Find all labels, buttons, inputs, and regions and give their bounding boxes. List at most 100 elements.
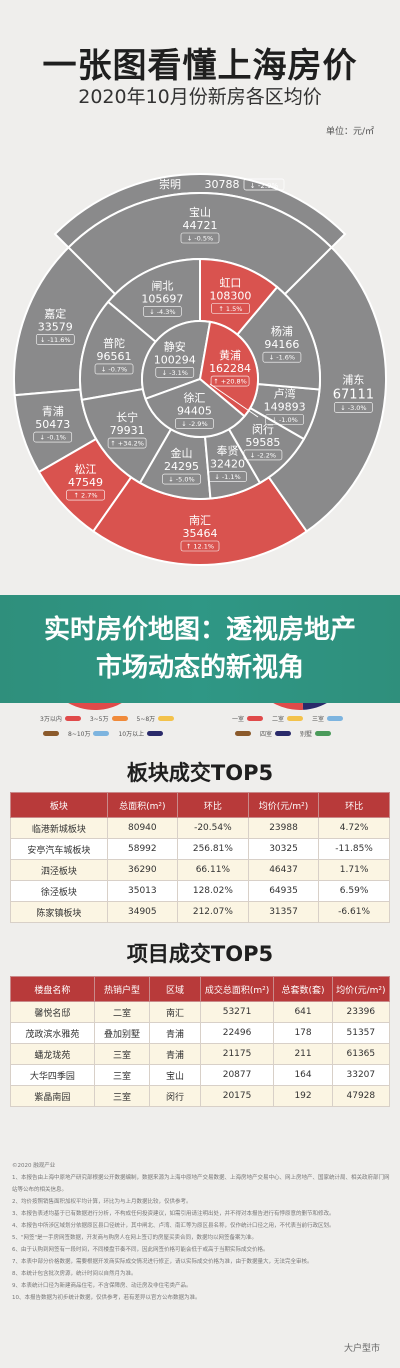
svg-text:崇明: 崇明 — [159, 178, 181, 191]
svg-text:长宁: 长宁 — [116, 410, 138, 424]
table-cell: 212.07% — [176, 901, 249, 923]
svg-text:↓ -1.1%: ↓ -1.1% — [214, 473, 240, 481]
svg-text:50473: 50473 — [35, 418, 70, 431]
table-cell: 22496 — [199, 1022, 275, 1044]
table-cell: 211 — [273, 1043, 333, 1065]
page-subtitle: 2020年10月份新房各区均价 — [78, 86, 322, 108]
table-cell: 茂政滨水雅苑 — [10, 1022, 95, 1044]
svg-text:149893: 149893 — [264, 401, 306, 414]
table-cell: 46437 — [247, 859, 320, 881]
table-cell: 34905 — [106, 901, 178, 923]
table-row: 陈家镇板块 34905 212.07% 31357 -6.61% — [10, 901, 390, 923]
svg-text:宝山: 宝山 — [189, 205, 211, 219]
table-row: 泗泾板块 36290 66.11% 46437 1.71% — [10, 859, 390, 881]
table-cell: 闵行 — [149, 1085, 201, 1107]
svg-text:33579: 33579 — [38, 320, 73, 333]
table-cell: 80940 — [106, 817, 178, 839]
table-header: 均价(元/m²) — [247, 792, 320, 818]
table-cell: 128.02% — [176, 880, 249, 902]
table-cell: 47928 — [331, 1085, 391, 1107]
table-row: 徐泾板块 35013 128.02% 64935 6.59% — [10, 880, 390, 902]
table-cell: 256.81% — [176, 838, 249, 860]
table-cell: 叠加别墅 — [93, 1022, 151, 1044]
legend-item: 三室 — [312, 714, 344, 723]
svg-text:↓ -3.0%: ↓ -3.0% — [340, 404, 366, 412]
svg-text:↑ +34.2%: ↑ +34.2% — [110, 440, 144, 448]
table-cell: -11.85% — [318, 838, 390, 860]
table-cell: 4.72% — [318, 817, 390, 839]
project-top5-table: 楼盘名称 热销户型 区域 成交总面积(m²) 总套数(套) 均价(元/m²) 馨悦名邸 二室南… — [10, 976, 391, 1107]
svg-text:虹口: 虹口 — [219, 276, 241, 289]
svg-text:↓ -2.9%: ↓ -2.9% — [181, 420, 207, 428]
legend-item: 5~8万 — [137, 714, 175, 723]
table-cell: 30325 — [247, 838, 320, 860]
table-cell: 蟠龙珑苑 — [10, 1043, 95, 1065]
svg-text:浦东: 浦东 — [342, 373, 364, 386]
table-cell: 馨悦名邸 — [10, 1001, 95, 1023]
svg-text:闸北: 闸北 — [151, 279, 173, 292]
sector-黄浦 — [198, 320, 259, 418]
svg-text:108300: 108300 — [209, 289, 251, 302]
table-cell: 641 — [273, 1001, 333, 1023]
svg-text:松江: 松江 — [75, 462, 97, 476]
footnote-line: 4、本报告中所涉区域划分依据原区县口径统计，其中闸北、卢湾、南汇等为原区县名称，… — [12, 1223, 335, 1229]
page-title: 一张图看懂上海房价 — [42, 46, 358, 86]
legend-item: 四室 — [260, 729, 292, 738]
headline-banner: 实时房价地图：透视房地产市场动态的新视角 — [0, 595, 400, 703]
footnote-line: 5、"网签"是一手房网签数据，开发商与购房人在网上签订的房屋买卖合同，数据均以网… — [12, 1235, 258, 1241]
table-cell: 20175 — [199, 1085, 275, 1107]
table-cell: 58992 — [106, 838, 178, 860]
svg-text:59585: 59585 — [245, 436, 280, 449]
table-cell: -20.54% — [176, 817, 249, 839]
banner-text: 实时房价地图：透视房地产市场动态的新视角 — [43, 615, 356, 683]
table-cell: 61365 — [331, 1043, 391, 1065]
table-cell: 53271 — [199, 1001, 275, 1023]
svg-text:44721: 44721 — [183, 219, 218, 232]
svg-text:↑ 1.5%: ↑ 1.5% — [218, 305, 242, 313]
table-row: 紫晶南园 三室 闵行 20175 192 47928 — [10, 1085, 391, 1107]
table-header: 成交总面积(m²) — [199, 976, 275, 1002]
table-cell: 31357 — [247, 901, 320, 923]
footnote-line: 10、本报告数据为初步统计数据，仅供参考，若有差异以官方公布数据为准。 — [12, 1295, 201, 1301]
svg-text:奉贤: 奉贤 — [217, 444, 239, 458]
table-cell: 青浦 — [149, 1043, 201, 1065]
table-cell: 21175 — [199, 1043, 275, 1065]
svg-text:30788: 30788 — [205, 178, 240, 191]
watermark: 大户型市 — [343, 1344, 380, 1354]
svg-text:79931: 79931 — [110, 424, 145, 437]
legend-item: 二室 — [272, 714, 304, 723]
table-cell: 66.11% — [176, 859, 249, 881]
table-cell: 泗泾板块 — [10, 859, 108, 881]
table-header: 板块 — [10, 792, 108, 818]
table-row: 馨悦名邸 二室 南汇 53271 641 23396 — [10, 1001, 391, 1023]
svg-text:105697: 105697 — [141, 292, 183, 305]
legend-item — [40, 731, 59, 736]
footnotes: ©2020 融观产业 1、本报告由上海中原地产研究部根据公开数据编制，数据来源为上… — [12, 1160, 390, 1304]
table-cell: 宝山 — [149, 1064, 201, 1086]
table-cell: 192 — [273, 1085, 333, 1107]
table-header: 总套数(套) — [273, 976, 333, 1002]
svg-text:闵行: 闵行 — [252, 422, 274, 436]
svg-text:↓ -3.1%: ↓ -3.1% — [162, 369, 188, 377]
svg-text:↓ -4.3%: ↓ -4.3% — [149, 308, 175, 316]
table-header: 均价(元/m²) — [331, 976, 391, 1002]
legend-room-type: 一室 二室 三室 四室 别墅 — [232, 714, 372, 738]
table2-title: 项目成交TOP5 — [126, 942, 274, 966]
svg-text:徐汇: 徐汇 — [183, 391, 205, 405]
table-cell: -6.61% — [318, 901, 390, 923]
footnote-line: 6、由于认购到网签有一段时间，不同楼盘节奏不同，因此网签价格可能会低于或高于当期… — [12, 1247, 269, 1253]
svg-text:↓ -1.0%: ↓ -1.0% — [271, 416, 297, 424]
legend-item: 别墅 — [300, 729, 332, 738]
svg-text:卢湾: 卢湾 — [274, 387, 296, 401]
legend-item: 10万以上 — [118, 729, 164, 738]
